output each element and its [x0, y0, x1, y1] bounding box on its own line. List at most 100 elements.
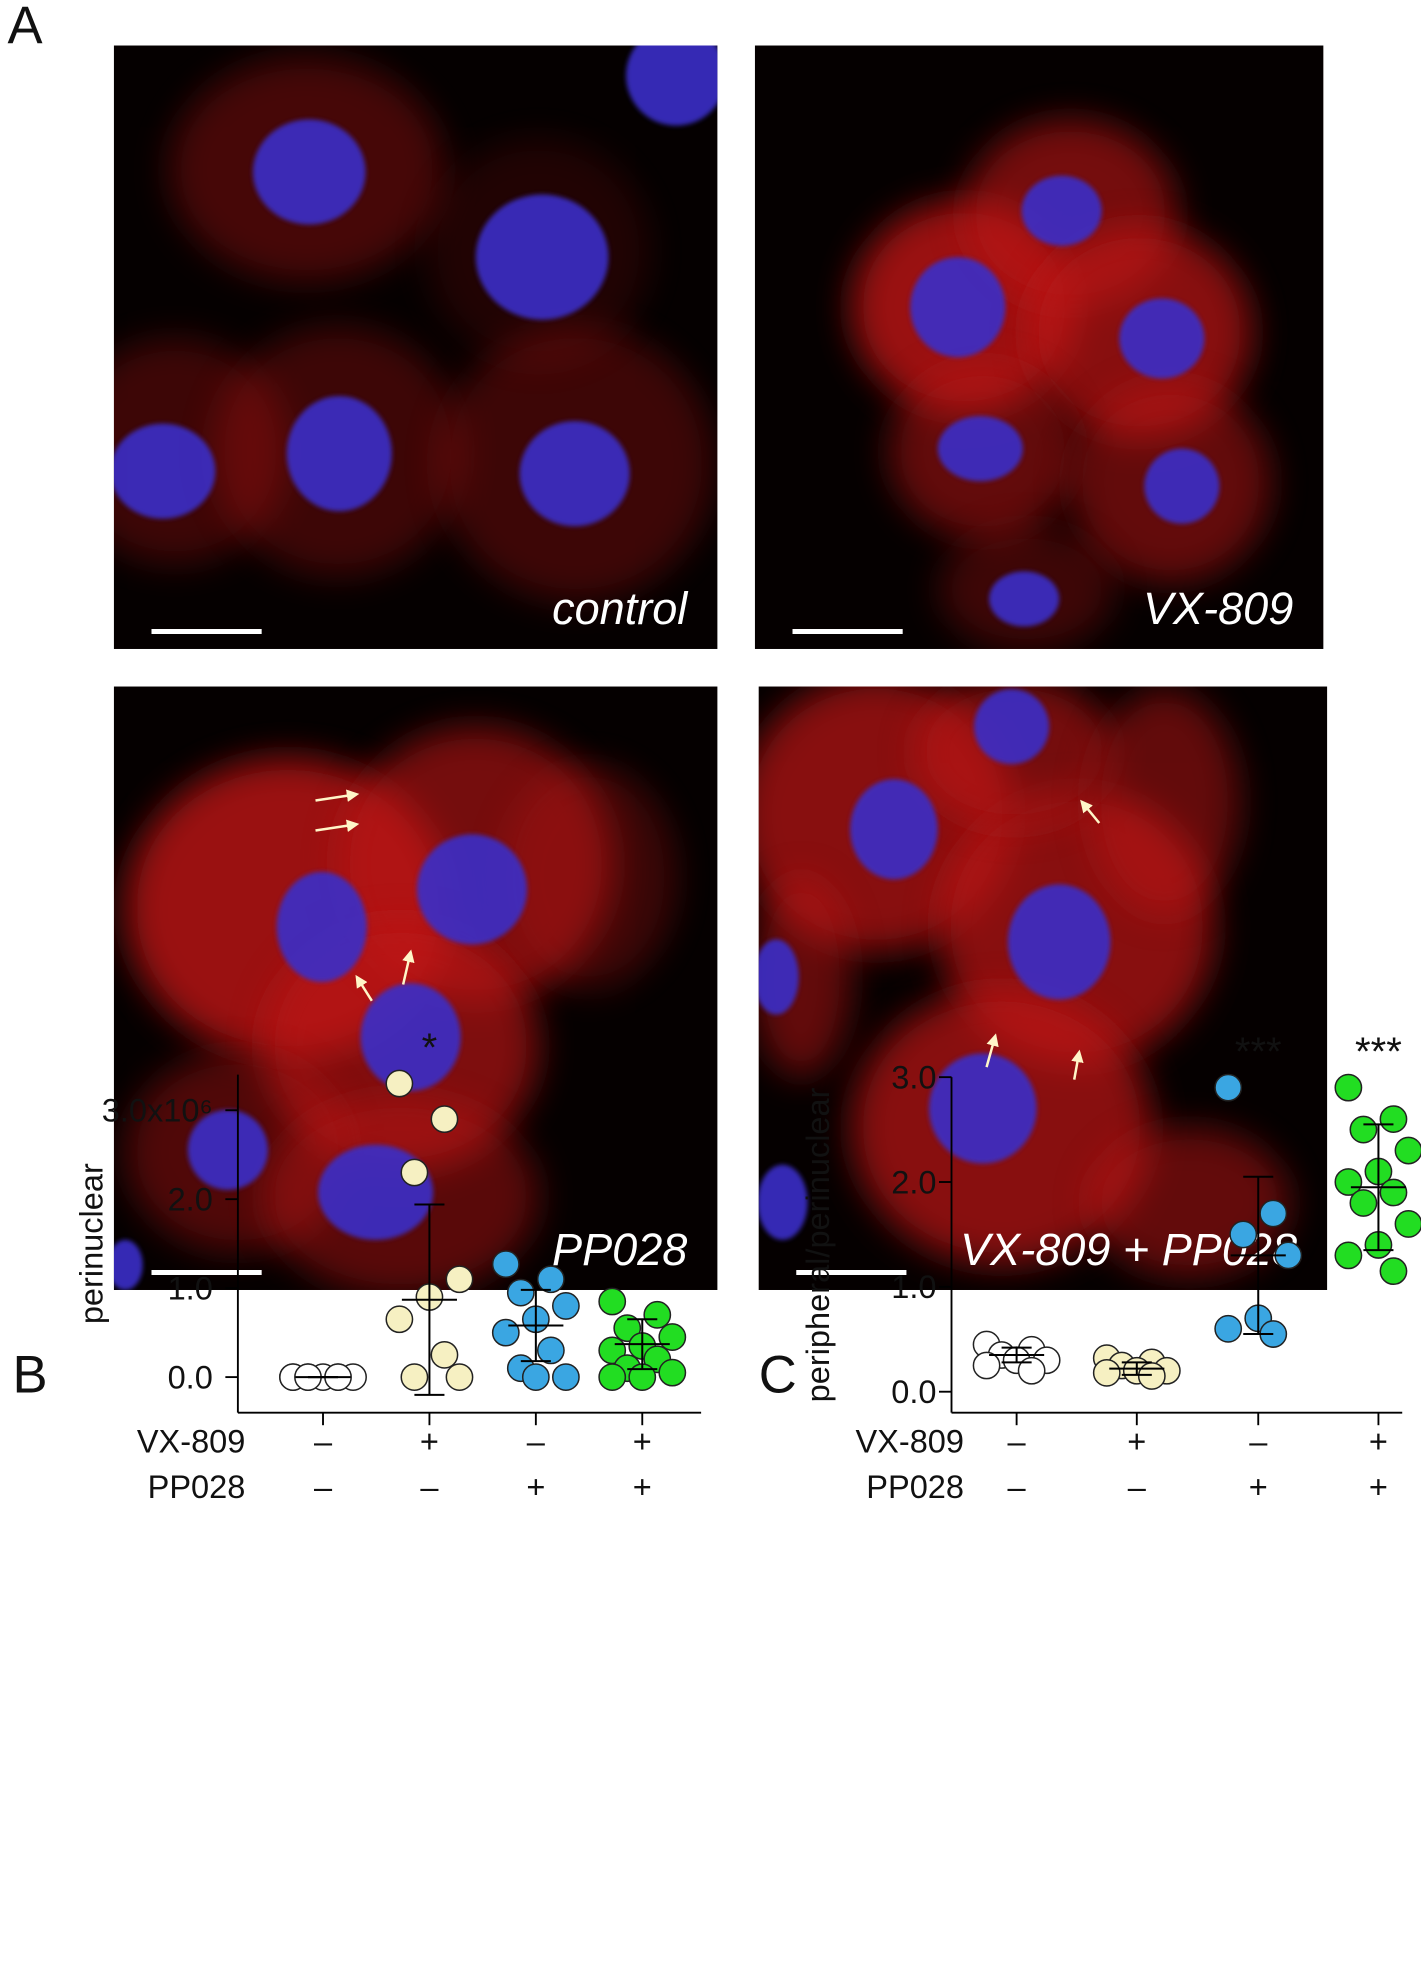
data-point	[491, 1318, 520, 1347]
y-tick-label: 2.0	[891, 1164, 936, 1200]
data-point	[1092, 1358, 1121, 1387]
y-tick-label: 3.0x10⁶	[102, 1092, 213, 1128]
cell	[500, 764, 677, 990]
nucleus	[937, 416, 1023, 482]
data-point	[400, 1158, 429, 1187]
micrograph: control	[113, 45, 718, 649]
treatment-sign: +	[526, 1469, 545, 1505]
data-point	[385, 1069, 414, 1098]
y-tick-label: 2.0	[168, 1181, 213, 1217]
strip-chart: peripheral/perinuclear 0.0 1.0 2.0 3.0 VX-809…	[800, 1030, 1421, 1505]
image-label: control	[552, 583, 689, 634]
treatment-sign: +	[1127, 1424, 1146, 1460]
y-tick-label: 0.0	[168, 1359, 213, 1395]
treatment-name: PP028	[148, 1469, 246, 1505]
nucleus	[1007, 884, 1111, 1000]
data-point	[551, 1292, 580, 1320]
arrow	[985, 1033, 999, 1068]
strip-chart: perinuclear 0.0 1.0 2.0 3.0x10⁶ VX-809 – + – + PP0…	[74, 1026, 702, 1505]
treatment-sign: –	[314, 1469, 333, 1505]
nucleus	[113, 423, 216, 519]
data-point	[1334, 1241, 1363, 1270]
data-point	[1379, 1257, 1408, 1286]
data-point	[658, 1323, 687, 1351]
data-point	[1214, 1314, 1243, 1343]
arrow	[1071, 1049, 1084, 1080]
significance: *	[422, 1026, 438, 1070]
data-point	[400, 1363, 429, 1391]
nucleus	[850, 779, 938, 880]
treatment-sign: –	[1008, 1424, 1027, 1460]
nucleus	[286, 396, 392, 512]
data-point	[643, 1300, 672, 1329]
treatment-sign: +	[1369, 1424, 1388, 1460]
data-point	[598, 1287, 627, 1316]
micrograph: PP028	[113, 686, 718, 1290]
treatment-sign: –	[1128, 1469, 1147, 1505]
micrographs: control VX-809 PP028 VX-809 + PP028	[113, 45, 1328, 1290]
nucleus	[758, 939, 799, 1015]
arrow	[315, 819, 360, 832]
arrow	[401, 949, 415, 985]
data-point	[430, 1105, 459, 1134]
nucleus	[475, 194, 609, 320]
data-point	[1214, 1073, 1243, 1102]
data-point	[1379, 1105, 1408, 1133]
nucleus	[910, 257, 1006, 358]
cell	[758, 876, 852, 1078]
treatment-sign: –	[527, 1424, 546, 1460]
y-axis-label: perinuclear	[74, 1163, 110, 1324]
treatment-sign: +	[420, 1424, 439, 1460]
nucleus	[252, 119, 366, 225]
arrow	[1080, 799, 1101, 824]
micrograph-content	[851, 119, 1271, 649]
significance: ***	[1235, 1030, 1282, 1074]
data-point	[385, 1305, 414, 1334]
micrograph-content	[113, 45, 718, 602]
data-point	[658, 1358, 687, 1387]
image-label: PP028	[552, 1224, 687, 1275]
y-tick-label: 0.0	[891, 1374, 936, 1410]
significance: ***	[1355, 1030, 1402, 1074]
data-point	[613, 1314, 642, 1343]
data-point	[598, 1363, 627, 1391]
image-label: VX-809	[1143, 583, 1293, 634]
nucleus	[276, 871, 367, 982]
data-point	[445, 1265, 474, 1294]
data-point	[1349, 1189, 1378, 1217]
panel-label: B	[13, 1346, 48, 1405]
y-tick-label: 1.0	[168, 1270, 213, 1306]
treatment-sign: –	[420, 1469, 439, 1505]
treatment-name: VX-809	[855, 1424, 964, 1460]
nucleus	[113, 1239, 143, 1290]
micrograph-content	[113, 726, 677, 1290]
data-point	[1334, 1073, 1363, 1102]
panel-label: A	[8, 0, 43, 55]
data-point	[491, 1250, 520, 1279]
nucleus	[626, 45, 718, 126]
nucleus	[928, 1053, 1037, 1164]
treatment-sign: +	[633, 1469, 652, 1505]
nucleus	[974, 689, 1050, 765]
nucleus	[360, 983, 461, 1091]
data-point	[1229, 1220, 1258, 1249]
nucleus	[1119, 298, 1205, 379]
data-point	[972, 1351, 1001, 1380]
data-point	[1349, 1115, 1378, 1144]
data-point	[430, 1340, 459, 1369]
y-axis-label: peripheral/perinuclear	[800, 1087, 836, 1402]
nucleus	[187, 1109, 268, 1190]
y-tick-label: 1.0	[891, 1269, 936, 1305]
data-point	[536, 1336, 565, 1365]
data-point	[445, 1363, 474, 1391]
treatment-name: PP028	[866, 1469, 964, 1505]
data-point	[1259, 1199, 1288, 1228]
nucleus	[1021, 175, 1102, 246]
treatment-sign: +	[1369, 1469, 1388, 1505]
data-point	[506, 1278, 535, 1307]
data-point	[521, 1363, 550, 1391]
nucleus	[519, 421, 630, 527]
panel-label: C	[759, 1346, 797, 1405]
nucleus	[416, 834, 528, 945]
